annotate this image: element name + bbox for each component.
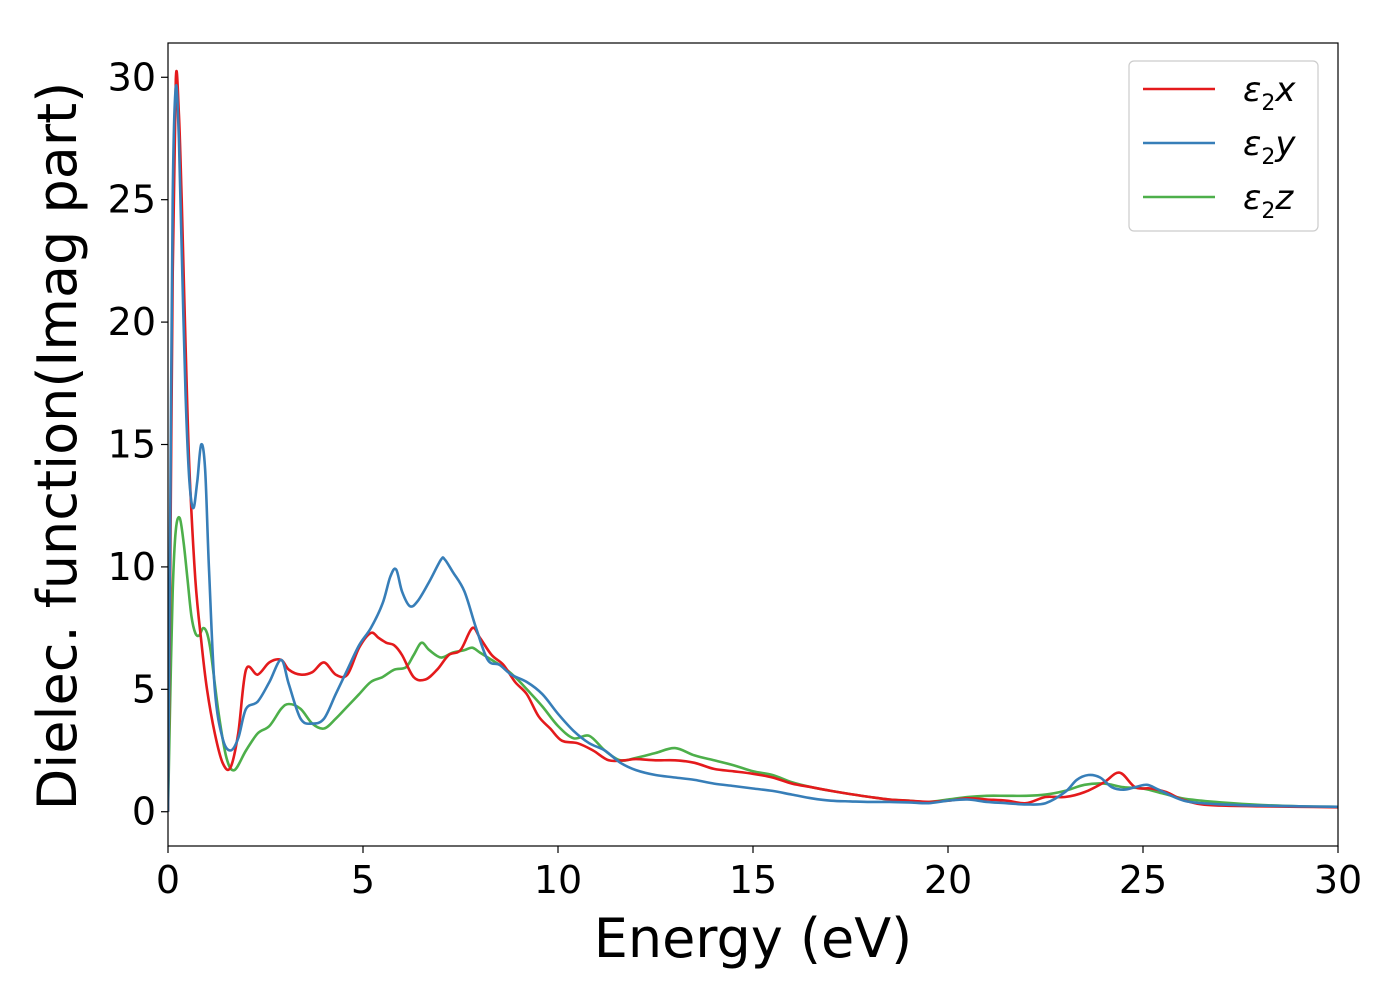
x-tick-label: 20	[924, 858, 972, 902]
x-tick-label: 25	[1119, 858, 1167, 902]
y-tick-label: 20	[108, 300, 156, 344]
legend: ε2x ε2y ε2z	[1128, 60, 1319, 232]
y-axis-label: Dielec. function(Imag part)	[26, 82, 89, 811]
legend-label-y: ε2y	[1243, 124, 1296, 170]
legend-label-z: ε2z	[1243, 178, 1294, 224]
y-tick-label: 0	[132, 790, 156, 834]
legend-label-x: ε2x	[1243, 70, 1296, 116]
x-tick-label: 0	[156, 858, 180, 902]
series-layer	[168, 69, 1338, 812]
x-tick-label: 10	[534, 858, 582, 902]
x-tick-label: 5	[351, 858, 375, 902]
y-axis: 0 5 10 15 20 25 30	[108, 55, 168, 834]
x-axis: 0 5 10 15 20 25 30	[156, 846, 1362, 902]
x-tick-label: 30	[1314, 858, 1362, 902]
y-tick-label: 5	[132, 667, 156, 711]
y-tick-label: 15	[108, 423, 156, 467]
x-axis-label: Energy (eV)	[594, 907, 913, 970]
legend-box	[1128, 60, 1319, 232]
series-line-y	[168, 83, 1338, 812]
x-tick-label: 15	[729, 858, 777, 902]
y-tick-label: 25	[108, 178, 156, 222]
y-tick-label: 30	[108, 55, 156, 99]
y-tick-label: 10	[108, 545, 156, 589]
